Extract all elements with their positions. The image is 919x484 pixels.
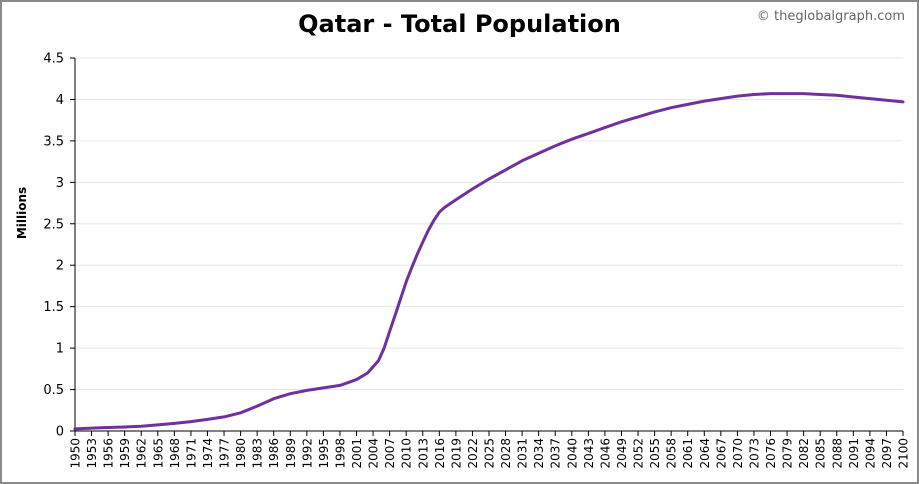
x-tick-label: 2097	[880, 438, 894, 469]
x-tick-label: 1980	[234, 438, 248, 469]
x-tick-label: 1992	[300, 438, 314, 469]
x-tick-label: 2025	[483, 438, 497, 469]
x-tick-label: 2061	[681, 438, 695, 469]
x-tick-label: 2058	[665, 438, 679, 469]
y-tick-label: 0.5	[43, 383, 64, 398]
y-tick-label: 3.5	[43, 134, 64, 149]
x-tick-label: 1956	[102, 438, 116, 469]
x-tick-label: 2085	[814, 438, 828, 469]
x-tick-label: 1974	[201, 438, 215, 469]
x-tick-label: 2031	[516, 438, 530, 469]
x-tick-label: 1950	[69, 438, 83, 469]
x-tick-label: 1989	[284, 438, 298, 469]
x-tick-label: 2067	[714, 438, 728, 469]
x-tick-label: 2013	[416, 438, 430, 469]
y-tick-label: 3	[56, 176, 64, 191]
x-tick-label: 2040	[565, 438, 579, 469]
x-tick-label: 2088	[830, 438, 844, 469]
x-tick-label: 2100	[897, 438, 911, 469]
y-tick-label: 2.5	[43, 217, 64, 232]
y-tick-label: 4	[56, 93, 64, 108]
x-tick-label: 2022	[466, 438, 480, 469]
y-tick-label: 0	[56, 425, 64, 440]
x-tick-label: 2046	[598, 438, 612, 469]
x-tick-label: 1965	[151, 438, 165, 469]
x-tick-label: 1962	[135, 438, 149, 469]
x-tick-label: 2064	[698, 438, 712, 469]
x-tick-label: 1998	[333, 438, 347, 469]
x-tick-label: 2010	[400, 438, 414, 469]
x-tick-label: 2094	[863, 438, 877, 469]
x-tick-label: 2082	[797, 438, 811, 469]
x-tick-label: 2007	[383, 438, 397, 469]
x-tick-label: 1995	[317, 438, 331, 469]
y-tick-label: 1.5	[43, 300, 64, 315]
x-tick-label: 1971	[184, 438, 198, 469]
x-tick-label: 2055	[648, 438, 662, 469]
x-tick-label: 2037	[549, 438, 563, 469]
x-tick-label: 2034	[532, 438, 546, 469]
x-tick-label: 1977	[218, 438, 232, 469]
x-tick-label: 2016	[433, 438, 447, 469]
series-group	[73, 92, 905, 431]
x-tick-label: 1986	[267, 438, 281, 469]
x-tick-label: 2043	[582, 438, 596, 469]
x-tick-label: 2019	[449, 438, 463, 469]
x-tick-label: 1959	[118, 438, 132, 469]
axes	[74, 58, 903, 432]
x-tick-label: 2004	[367, 438, 381, 469]
x-tick-label: 2070	[731, 438, 745, 469]
x-tick-label: 2052	[632, 438, 646, 469]
x-tick-label: 1968	[168, 438, 182, 469]
x-tick-label: 1983	[251, 438, 265, 469]
y-tick-label: 2	[56, 259, 64, 274]
x-tick-label: 1953	[85, 438, 99, 469]
x-tick-label: 2073	[747, 438, 761, 469]
x-tick-label: 2001	[350, 438, 364, 469]
x-tick-label: 2049	[615, 438, 629, 469]
y-axis-ticks: 0 0.5 1 1.5 2 2.5 3 3.5 4 4.5	[43, 52, 75, 440]
gridlines	[75, 57, 903, 391]
credit-text[interactable]: © theglobalgraph.com	[756, 9, 905, 24]
population-series-line	[73, 92, 905, 431]
x-tick-label: 2028	[499, 438, 513, 469]
x-tick-label: 2076	[764, 438, 778, 469]
y-tick-label: 4.5	[43, 52, 64, 67]
x-axis-ticks: 1950 1953 1956 1959 1962 1965 1968 1971 1974 1977…	[69, 431, 911, 469]
x-tick-label: 2091	[847, 438, 861, 469]
y-tick-label: 1	[56, 342, 64, 357]
chart-title: Qatar - Total Population	[298, 10, 621, 38]
x-tick-label: 2079	[781, 438, 795, 469]
